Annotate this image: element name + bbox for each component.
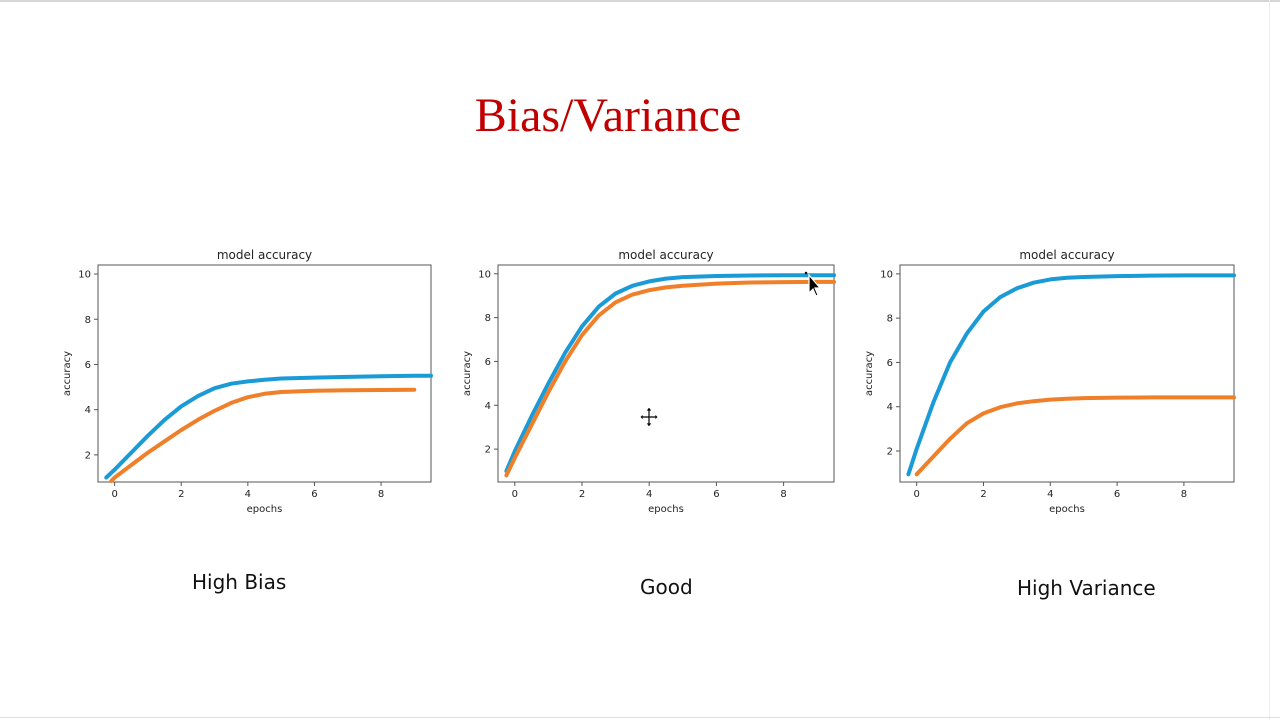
chart-title: model accuracy <box>618 248 713 262</box>
arrow-cursor-icon <box>804 271 822 297</box>
series-line-0 <box>906 273 1236 477</box>
slide-title: Bias/Variance <box>474 89 742 142</box>
y-tick-label: 8 <box>887 314 893 325</box>
chart-1: model accuracy 0 2 4 6 8 2 4 6 8 10 epochs accuracy <box>462 248 836 515</box>
bottom-divider <box>0 717 1280 718</box>
plot-frame <box>899 264 1235 483</box>
y-axis-label: accuracy <box>462 351 473 396</box>
y-tick-label: 2 <box>485 445 491 456</box>
y-tick-label: 10 <box>78 270 91 281</box>
plot-frame <box>97 264 432 483</box>
y-tick-label: 6 <box>85 360 91 371</box>
y-tick-label: 4 <box>485 401 491 412</box>
y-tick-label: 4 <box>85 405 91 416</box>
y-tick-label: 10 <box>880 269 893 280</box>
chart-0: model accuracy 0 2 4 6 8 2 4 6 8 10 epochs accuracy <box>62 248 433 515</box>
x-tick-label: 4 <box>245 489 251 500</box>
chart-title: model accuracy <box>1019 248 1114 262</box>
chart-title: model accuracy <box>217 248 312 262</box>
x-tick-label: 2 <box>579 489 585 500</box>
y-tick-label: 6 <box>485 357 491 368</box>
y-tick-label: 4 <box>887 402 893 413</box>
top-divider <box>0 0 1280 2</box>
y-tick-label: 8 <box>485 313 491 324</box>
caption-high-bias: High Bias <box>192 570 287 594</box>
series-line-1 <box>504 279 836 478</box>
series-line-0 <box>504 273 836 473</box>
y-axis-label: accuracy <box>864 351 875 396</box>
series-line-1 <box>914 395 1236 477</box>
x-tick-label: 0 <box>512 489 518 500</box>
x-tick-label: 2 <box>178 489 184 500</box>
plot-frame <box>497 264 835 483</box>
move-cursor-icon <box>639 406 659 428</box>
y-tick-label: 2 <box>85 450 91 461</box>
right-divider <box>1269 0 1270 720</box>
caption-high-variance: High Variance <box>1017 576 1156 600</box>
x-tick-label: 0 <box>111 489 117 500</box>
x-tick-label: 6 <box>1114 489 1120 500</box>
y-tick-label: 2 <box>887 447 893 458</box>
x-axis-label: epochs <box>648 504 684 515</box>
series-line-0 <box>104 373 433 480</box>
x-tick-label: 4 <box>646 489 652 500</box>
x-tick-label: 4 <box>1047 489 1053 500</box>
x-tick-label: 2 <box>980 489 986 500</box>
x-axis-label: epochs <box>1049 504 1085 515</box>
x-tick-label: 8 <box>1181 489 1187 500</box>
series-line-1 <box>109 387 417 483</box>
x-tick-label: 8 <box>780 489 786 500</box>
chart-2: model accuracy 0 2 4 6 8 2 4 6 8 10 epochs accuracy <box>864 248 1236 515</box>
y-tick-label: 6 <box>887 358 893 369</box>
x-tick-label: 6 <box>713 489 719 500</box>
x-tick-label: 0 <box>914 489 920 500</box>
y-tick-label: 10 <box>478 269 491 280</box>
x-tick-label: 8 <box>378 489 384 500</box>
x-axis-label: epochs <box>247 504 283 515</box>
y-axis-label: accuracy <box>62 351 73 396</box>
caption-good: Good <box>640 575 693 599</box>
y-tick-label: 8 <box>85 315 91 326</box>
x-tick-label: 6 <box>311 489 317 500</box>
